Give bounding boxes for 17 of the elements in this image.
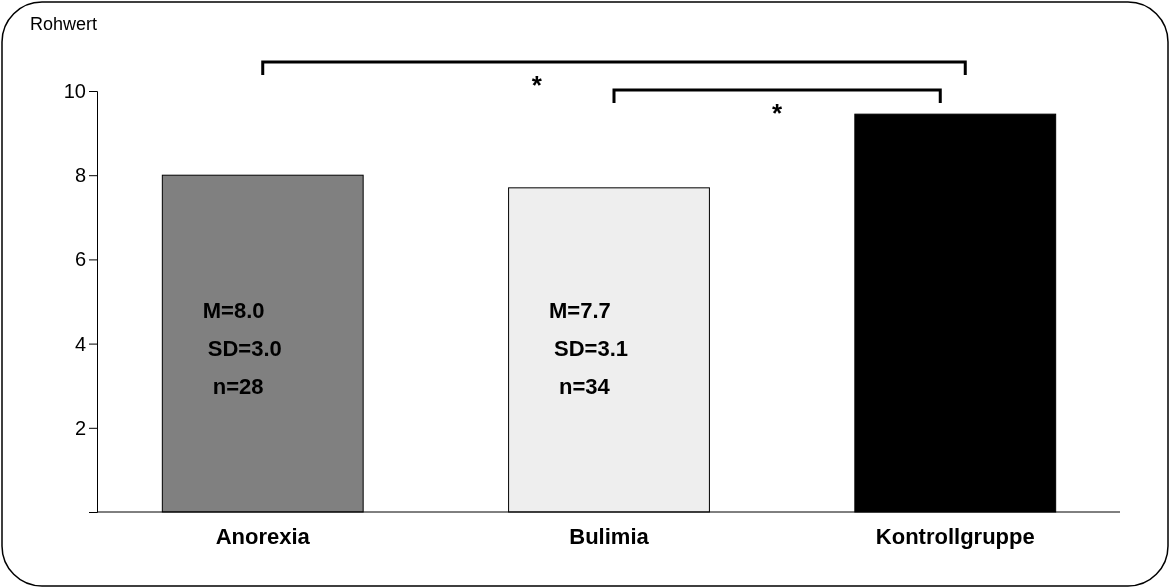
y-tick-label: 8 xyxy=(74,164,86,187)
x-tick-label: Bulimia xyxy=(569,523,650,549)
annotation: M=7.7 xyxy=(549,297,611,323)
annotation: M=8.0 xyxy=(202,297,265,323)
y-tick-label: 2 xyxy=(74,416,86,439)
x-tick-label: Kontrollgruppe xyxy=(875,523,1035,549)
x-tick-label: Anorexia xyxy=(215,523,311,549)
annotation: n=34 xyxy=(559,373,611,399)
annotation: n=28 xyxy=(212,373,264,399)
annotation: SD=3.1 xyxy=(554,335,628,361)
annotation: SD=3.0 xyxy=(207,335,282,361)
y-tick-label: 6 xyxy=(74,248,86,271)
annotation: * xyxy=(772,98,784,128)
annotation: * xyxy=(531,70,543,100)
y-tick-label: 10 xyxy=(63,79,86,102)
y-axis-title: Rohwert xyxy=(30,14,98,34)
y-tick-label: 4 xyxy=(74,332,86,355)
